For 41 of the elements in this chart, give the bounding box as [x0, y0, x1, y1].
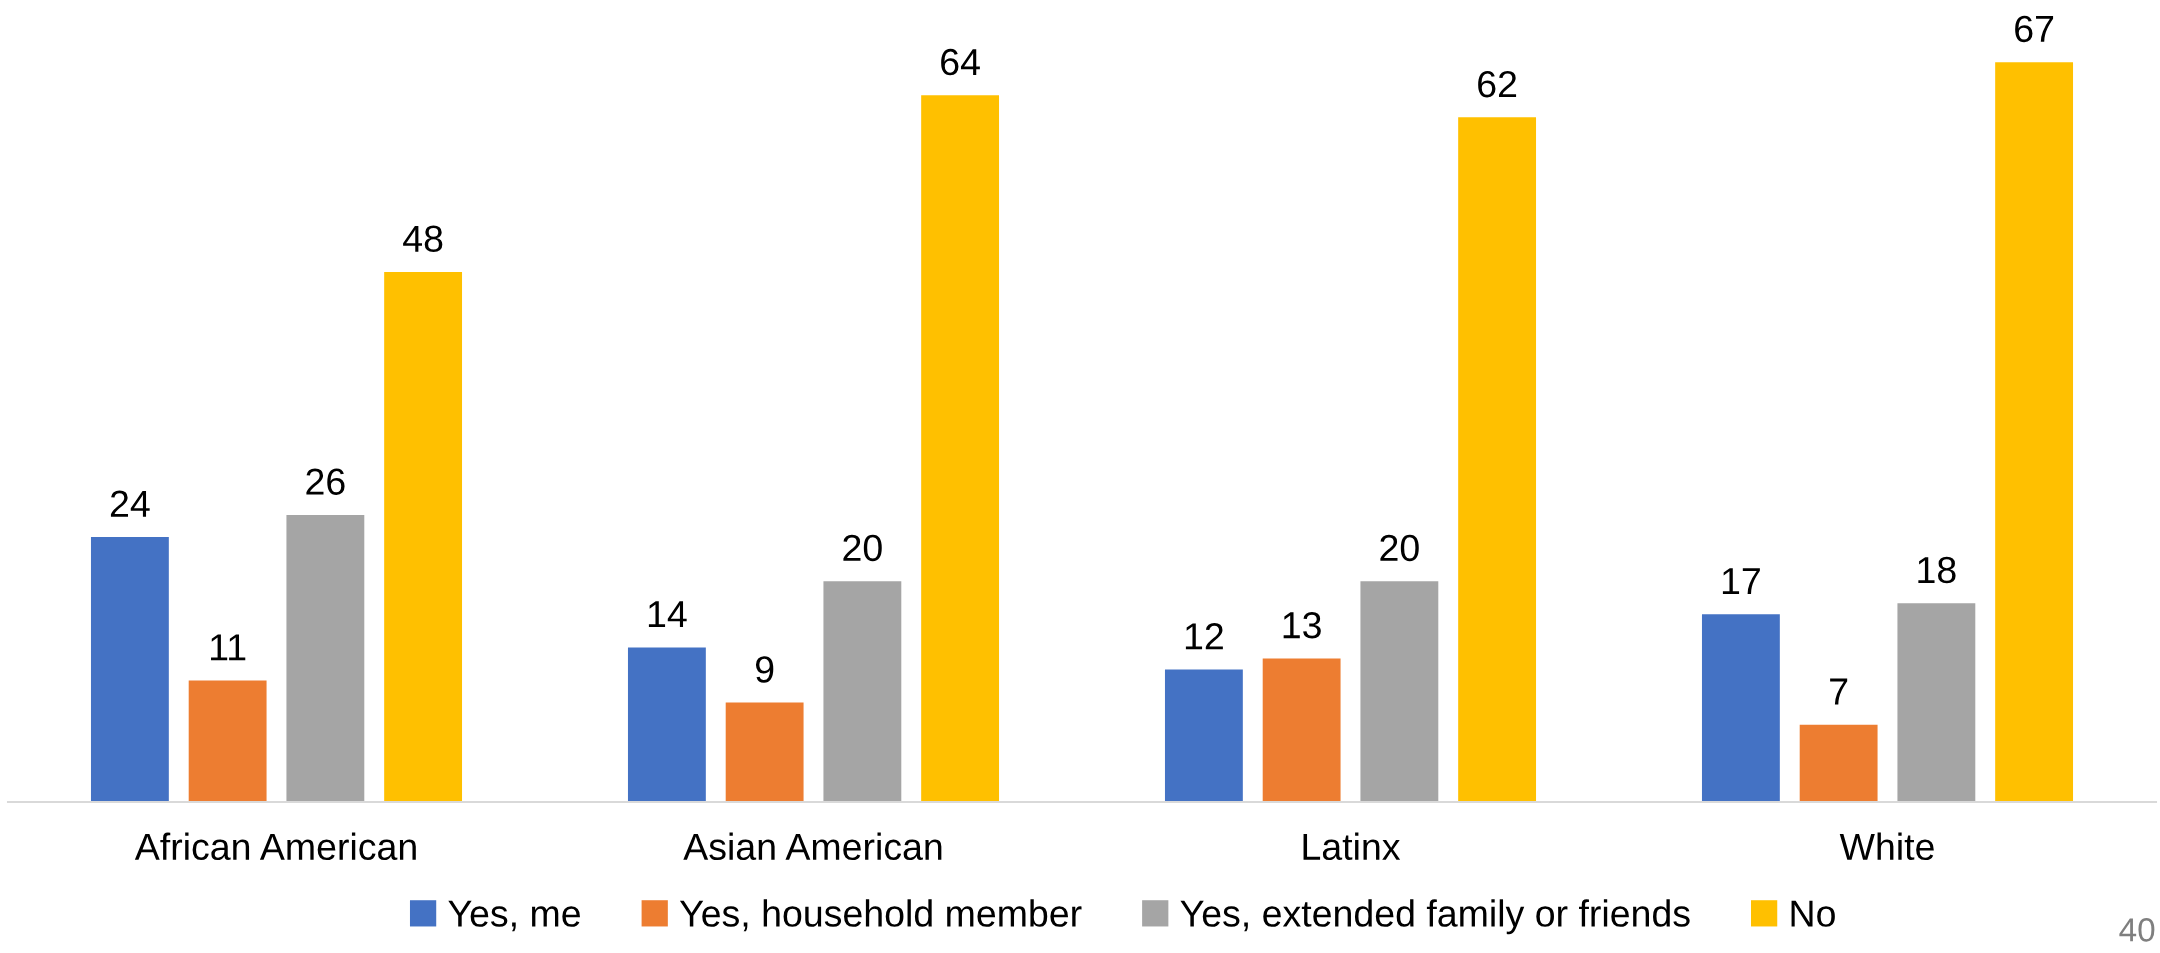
x-tick-label: African American: [134, 832, 416, 861]
data-label: 48: [403, 225, 443, 253]
legend-label: Yes, extended family or friends: [1180, 899, 1690, 935]
bar: [1701, 614, 1780, 802]
bar: [1458, 117, 1537, 802]
bar: [1360, 581, 1439, 802]
data-label: 18: [1918, 556, 1956, 584]
x-tick-label: White: [1839, 832, 1934, 861]
bar: [921, 95, 1000, 802]
bar: [1995, 62, 2074, 802]
legend-label: No: [1791, 900, 1835, 927]
x-tick-label: Latinx: [1303, 832, 1401, 861]
data-label: 67: [2015, 15, 2054, 43]
text: 40: [2119, 918, 2155, 942]
legend-label: Yes, household member: [679, 899, 1082, 932]
bar: [627, 647, 706, 802]
bar: [1164, 669, 1243, 802]
data-label: 62: [1478, 70, 1517, 98]
bar: [188, 680, 267, 802]
bar: [725, 702, 804, 802]
bar: [823, 581, 902, 802]
bar: [1799, 724, 1878, 802]
data-label: 17: [1722, 568, 1760, 594]
data-label: 20: [843, 534, 882, 562]
data-label: 14: [648, 601, 687, 628]
data-label: 64: [941, 48, 980, 76]
bar: [384, 271, 463, 802]
bar: [286, 514, 365, 802]
data-label: 24: [110, 490, 150, 517]
bar: [1262, 658, 1341, 802]
data-label: 9: [755, 656, 774, 683]
bar: [1897, 603, 1976, 802]
data-label: 26: [306, 468, 345, 495]
x-tick-label: Asian American: [683, 832, 942, 861]
data-label: 11: [211, 634, 246, 661]
legend-label: Yes, me: [448, 900, 580, 932]
bar: [90, 536, 169, 802]
data-label: 13: [1283, 611, 1321, 639]
data-label: 7: [1830, 678, 1848, 705]
data-label: 20: [1380, 534, 1419, 562]
data-label: 12: [1185, 623, 1223, 650]
